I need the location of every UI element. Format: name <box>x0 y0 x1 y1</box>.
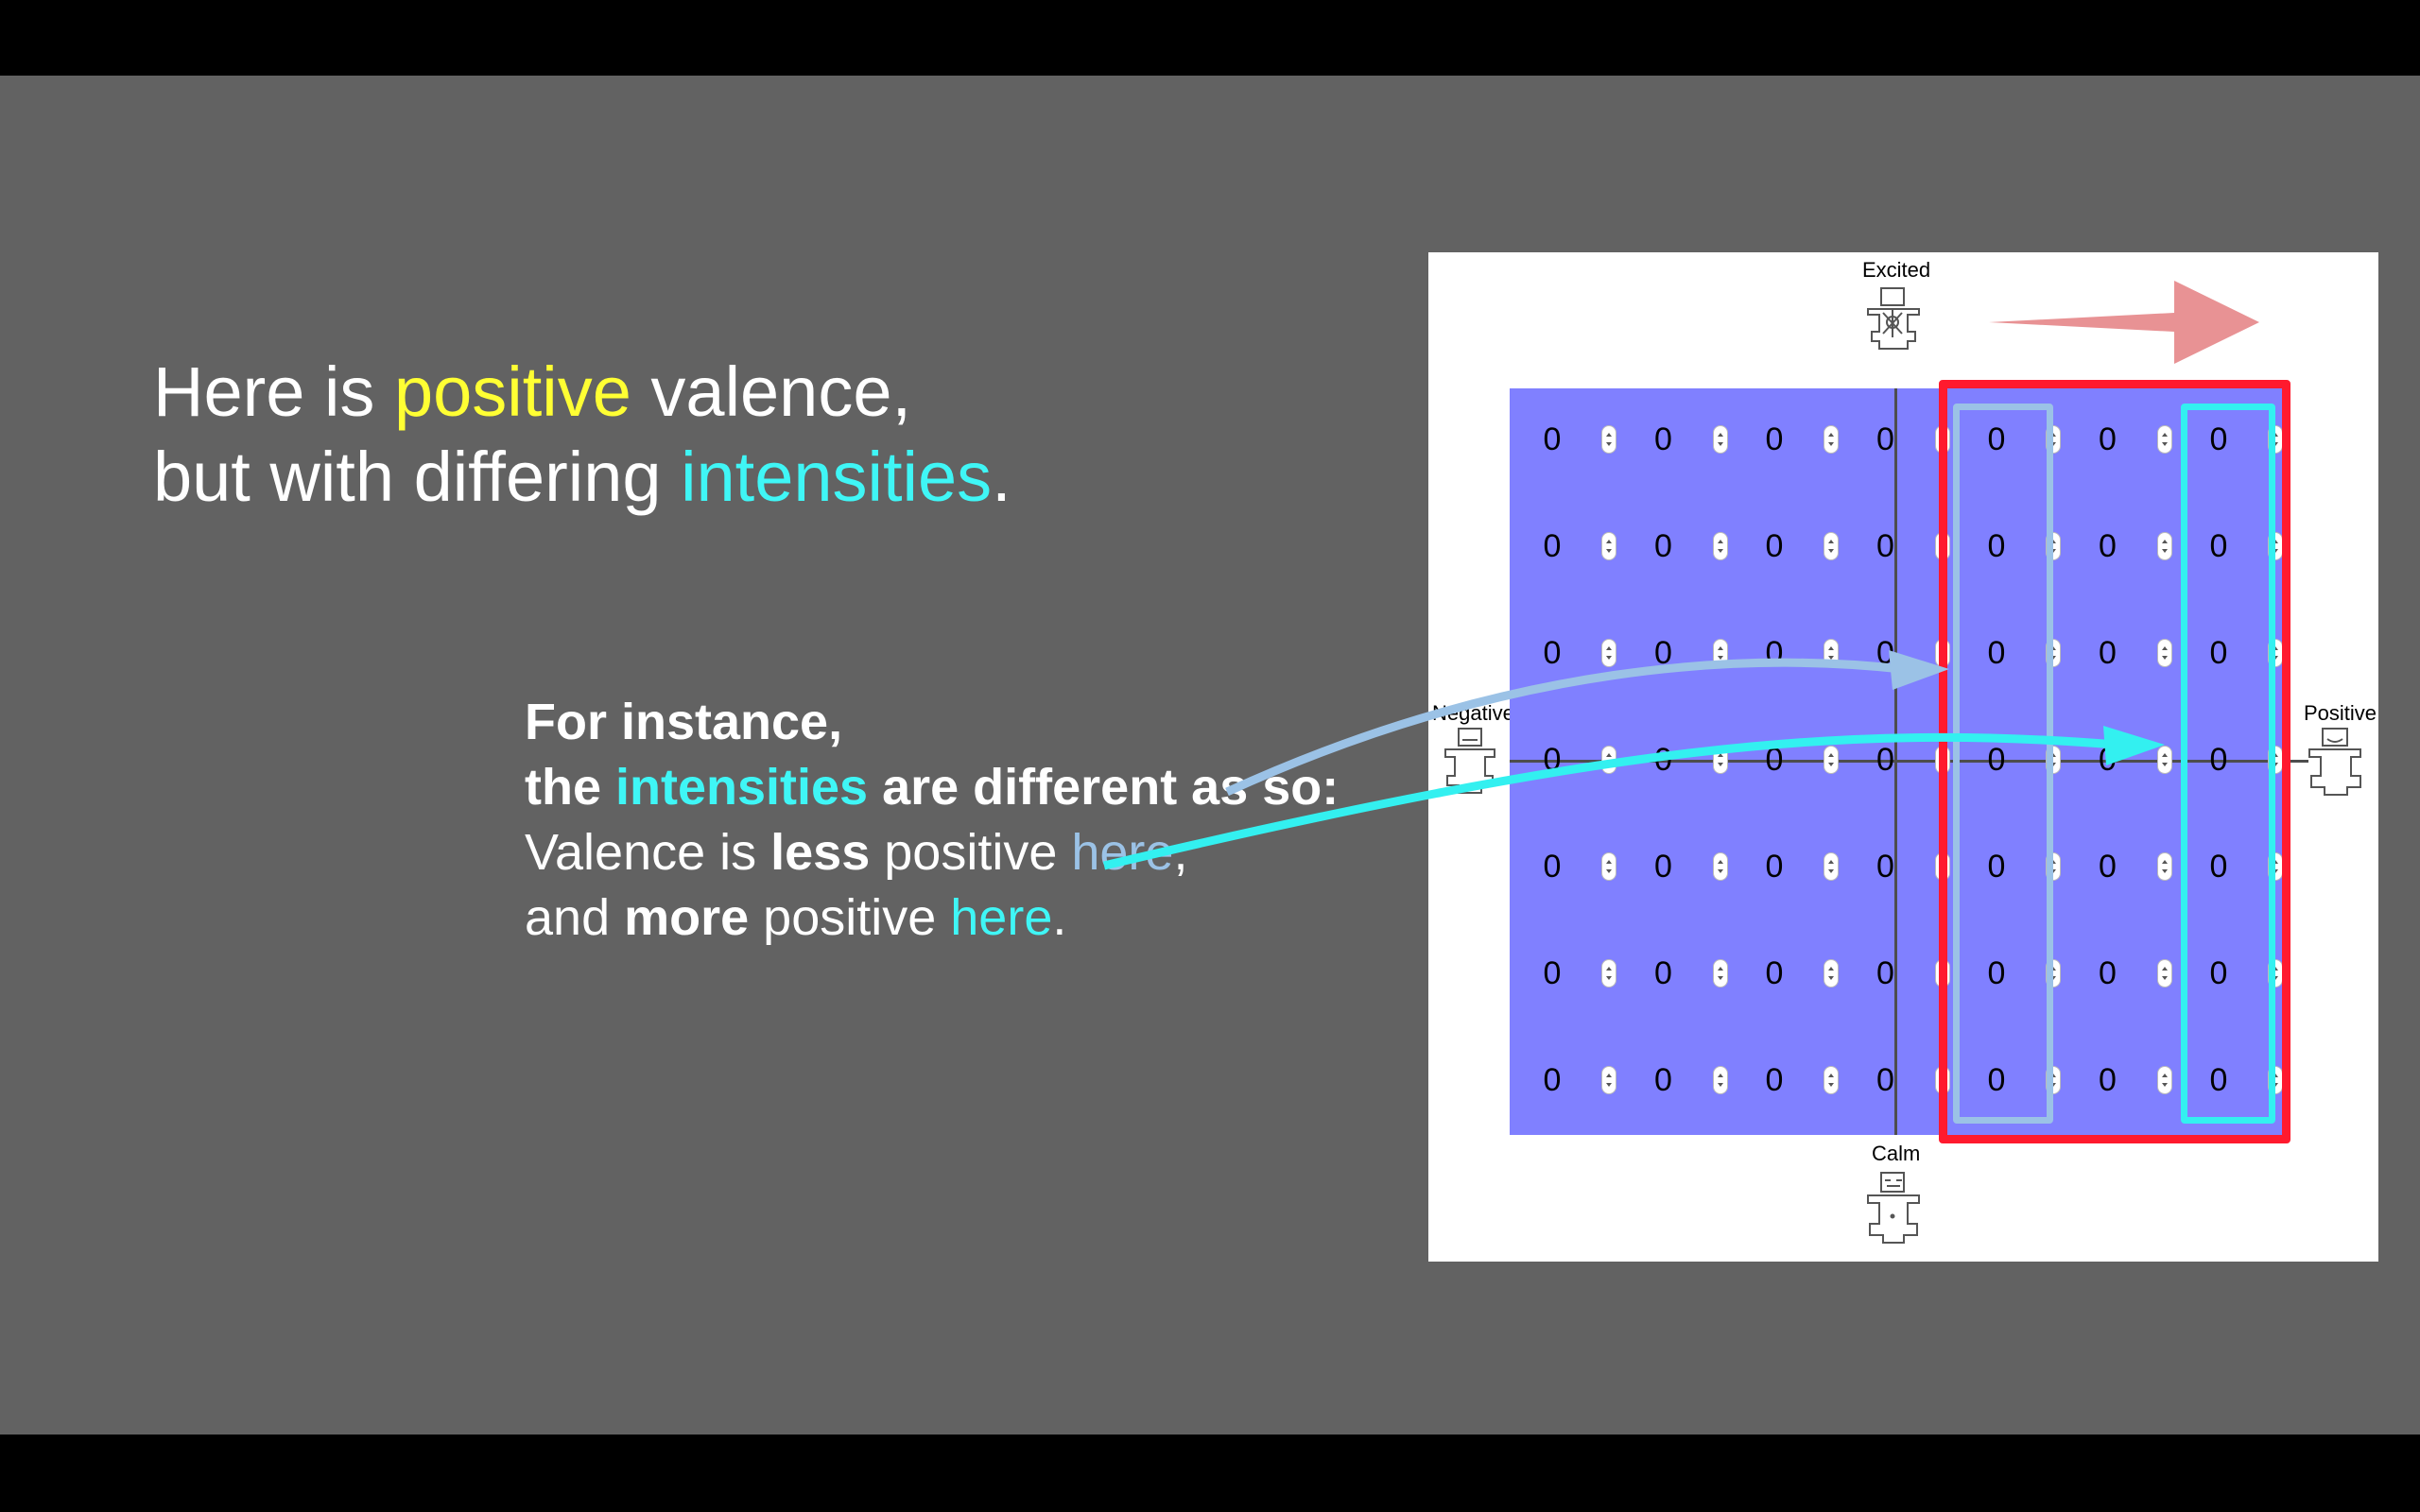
rating-cell-value: 0 <box>1765 1062 1784 1098</box>
rating-stepper[interactable] <box>2156 532 2172 560</box>
rating-stepper[interactable] <box>2156 1066 2172 1094</box>
rating-cell-value: 0 <box>2099 955 2117 991</box>
more-positive-column-highlight <box>2181 404 2275 1124</box>
rating-stepper[interactable] <box>1712 959 1728 988</box>
excited-label: Excited <box>1862 258 1931 282</box>
rating-cell-value: 0 <box>1876 1062 1894 1098</box>
explanation-note: For instance, the intensities are differ… <box>525 694 1340 946</box>
less-positive-column-highlight <box>1953 404 2053 1124</box>
rating-cell-value: 0 <box>1987 421 2006 457</box>
rating-cell-value: 0 <box>2099 421 2117 457</box>
rating-stepper[interactable] <box>2156 639 2172 667</box>
calm-label: Calm <box>1872 1142 1921 1165</box>
rating-cell-value: 0 <box>1654 421 1672 457</box>
rating-cell-value: 0 <box>1765 742 1784 778</box>
rating-stepper[interactable] <box>1712 746 1728 774</box>
rating-stepper[interactable] <box>1712 532 1728 560</box>
calm-mannequin-icon <box>1867 1172 1920 1244</box>
rating-cell-value: 0 <box>1654 955 1672 991</box>
rating-cell-value: 0 <box>2099 1062 2117 1098</box>
positive-label: Positive <box>2303 701 2377 725</box>
rating-stepper[interactable] <box>1601 425 1616 454</box>
rating-cell-value: 0 <box>1876 421 1894 457</box>
rating-stepper[interactable] <box>1601 639 1616 667</box>
rating-stepper[interactable] <box>1712 425 1728 454</box>
rating-cell-value: 0 <box>1876 955 1894 991</box>
rating-stepper[interactable] <box>1824 852 1839 881</box>
rating-stepper[interactable] <box>1601 959 1616 988</box>
rating-stepper[interactable] <box>2156 852 2172 881</box>
rating-cell-value: 0 <box>1765 849 1784 885</box>
rating-cell-value: 0 <box>1654 849 1672 885</box>
rating-cell-value: 0 <box>1987 1062 2006 1098</box>
negative-label: Negative <box>1432 701 1510 725</box>
rating-stepper[interactable] <box>1601 1066 1616 1094</box>
rating-cell-value: 0 <box>2099 635 2117 671</box>
rating-cell-value: 0 <box>2209 955 2228 991</box>
rating-cell-value: 0 <box>1765 955 1784 991</box>
rating-stepper[interactable] <box>1824 959 1839 988</box>
positive-direction-arrow-icon <box>1989 281 2259 364</box>
rating-cell-value: 0 <box>2209 742 2228 778</box>
rating-cell-value: 0 <box>1765 421 1784 457</box>
rating-cell-value: 0 <box>1765 528 1784 564</box>
rating-cell-value: 0 <box>1765 635 1784 671</box>
positive-highlight: positive <box>393 352 631 431</box>
rating-cell-value: 0 <box>1543 742 1562 778</box>
more-positive-here: here <box>950 889 1053 946</box>
rating-stepper[interactable] <box>1824 746 1839 774</box>
valence-arousal-figure: Excited Calm Negative Positive 0 0 0 0 0 0 0 0 0… <box>1428 252 2378 1262</box>
rating-stepper[interactable] <box>1601 852 1616 881</box>
rating-stepper[interactable] <box>1712 1066 1728 1094</box>
rating-cell-value: 0 <box>1654 742 1672 778</box>
rating-cell-value: 0 <box>1987 528 2006 564</box>
rating-cell-value: 0 <box>2209 1062 2228 1098</box>
rating-stepper[interactable] <box>1824 639 1839 667</box>
rating-cell-value: 0 <box>1654 635 1672 671</box>
rating-stepper[interactable] <box>1601 532 1616 560</box>
rating-cell-value: 0 <box>1543 849 1562 885</box>
rating-cell-value: 0 <box>1543 1062 1562 1098</box>
rating-cell-value: 0 <box>1876 742 1894 778</box>
rating-stepper[interactable] <box>1824 532 1839 560</box>
rating-cell-value: 0 <box>2209 528 2228 564</box>
rating-cell-value: 0 <box>1876 849 1894 885</box>
rating-cell-value: 0 <box>2099 528 2117 564</box>
rating-cell-value: 0 <box>1543 528 1562 564</box>
negative-mannequin-icon <box>1444 728 1495 794</box>
rating-cell-value: 0 <box>1543 955 1562 991</box>
rating-cell-value: 0 <box>1987 955 2006 991</box>
less-positive-here: here <box>1071 824 1174 881</box>
rating-stepper[interactable] <box>1601 746 1616 774</box>
positive-mannequin-icon <box>2308 728 2361 796</box>
rating-stepper[interactable] <box>1824 425 1839 454</box>
slide-title: Here is positive valence, but with diffe… <box>153 352 1011 516</box>
rating-cell-value: 0 <box>1876 528 1894 564</box>
rating-cell-value: 0 <box>2209 635 2228 671</box>
rating-cell-value: 0 <box>1654 1062 1672 1098</box>
rating-cell-value: 0 <box>2209 421 2228 457</box>
rating-stepper[interactable] <box>2156 425 2172 454</box>
rating-stepper[interactable] <box>1824 1066 1839 1094</box>
rating-cell-value: 0 <box>1543 421 1562 457</box>
rating-cell-value: 0 <box>1654 528 1672 564</box>
intensities-highlight: intensities <box>681 438 993 516</box>
rating-cell-value: 0 <box>1543 635 1562 671</box>
rating-stepper[interactable] <box>1712 852 1728 881</box>
rating-cell-value: 0 <box>1987 635 2006 671</box>
rating-cell-value: 0 <box>1876 635 1894 671</box>
rating-stepper[interactable] <box>2156 959 2172 988</box>
rating-stepper[interactable] <box>1712 639 1728 667</box>
excited-mannequin-icon <box>1867 287 1920 350</box>
rating-cell-value: 0 <box>2209 849 2228 885</box>
